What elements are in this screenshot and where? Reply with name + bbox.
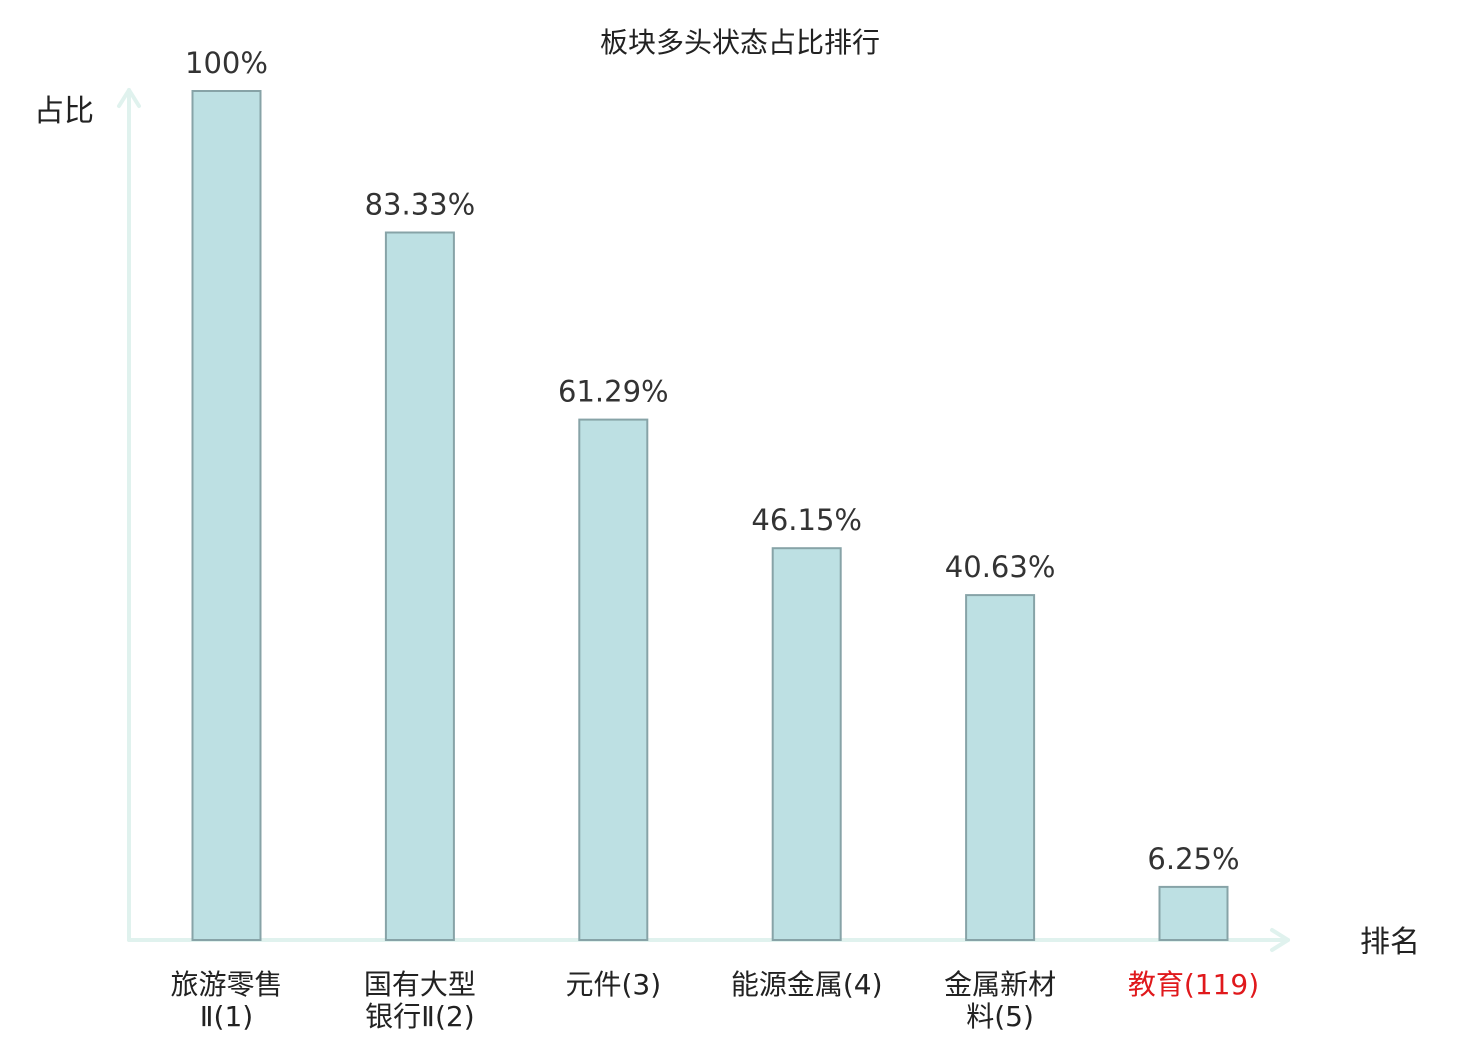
category-tick-label: 旅游零售 Ⅱ(1) bbox=[170, 968, 282, 1033]
bar-value-label: 40.63% bbox=[945, 550, 1056, 584]
bar-value-label: 61.29% bbox=[558, 375, 669, 409]
category-tick-label: 能源金属(4) bbox=[731, 968, 883, 1001]
category-tick-line: 元件(3) bbox=[565, 968, 661, 1001]
category-tick-line: 教育(119) bbox=[1128, 968, 1259, 1001]
category-tick-label: 教育(119) bbox=[1128, 968, 1259, 1001]
category-tick-line: 旅游零售 bbox=[170, 968, 282, 1001]
bar bbox=[965, 594, 1036, 941]
chart-title: 板块多头状态占比排行 bbox=[600, 26, 880, 59]
bar bbox=[771, 547, 842, 941]
category-tick-label: 国有大型银行Ⅱ(2) bbox=[364, 968, 476, 1033]
y-axis bbox=[117, 88, 141, 942]
bar bbox=[1158, 885, 1229, 942]
category-tick-line: 银行Ⅱ(2) bbox=[365, 1000, 474, 1033]
bar-value-label: 6.25% bbox=[1147, 842, 1239, 876]
bar bbox=[191, 90, 262, 941]
x-axis-label: 排名 bbox=[1360, 925, 1420, 960]
bars-group: 100% 旅游零售 Ⅱ(1) 83.33% 国有大型银行Ⅱ(2) 61.29% 元件(3) 4… bbox=[170, 46, 1259, 1033]
x-axis bbox=[127, 928, 1290, 952]
category-tick-label: 元件(3) bbox=[565, 968, 661, 1001]
category-tick-line: 国有大型 bbox=[364, 968, 476, 1001]
bar bbox=[384, 231, 455, 941]
category-tick-line: 能源金属(4) bbox=[731, 968, 883, 1001]
category-tick-line: 料(5) bbox=[966, 1000, 1034, 1033]
bar-value-label: 46.15% bbox=[751, 503, 862, 537]
bar bbox=[578, 418, 649, 942]
category-tick-label: 金属新材料(5) bbox=[944, 968, 1056, 1033]
bar-value-label: 83.33% bbox=[365, 188, 476, 222]
bar-value-label: 100% bbox=[185, 46, 268, 80]
y-axis-label: 占比 bbox=[34, 94, 94, 129]
category-tick-line: Ⅱ(1) bbox=[200, 1000, 253, 1033]
category-tick-line: 金属新材 bbox=[944, 968, 1056, 1001]
